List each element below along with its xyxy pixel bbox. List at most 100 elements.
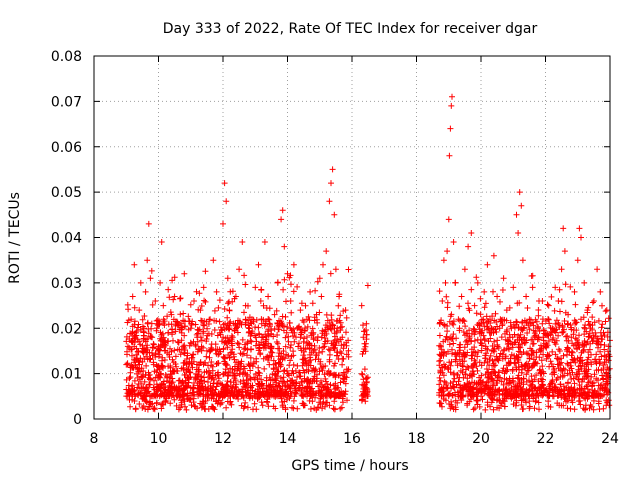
- data-point: [265, 403, 272, 410]
- data-point: [150, 361, 157, 368]
- data-point: [260, 302, 267, 309]
- data-point: [589, 322, 596, 329]
- data-point: [158, 401, 164, 408]
- data-point: [522, 396, 528, 402]
- data-point: [221, 370, 227, 377]
- data-point: [561, 318, 568, 324]
- data-point: [201, 360, 208, 366]
- data-point: [449, 93, 455, 100]
- data-point: [215, 375, 222, 382]
- data-point: [345, 347, 352, 354]
- data-point: [454, 371, 461, 378]
- data-point: [298, 300, 305, 307]
- data-point: [486, 362, 493, 369]
- data-point: [520, 381, 527, 388]
- data-point: [166, 294, 173, 301]
- data-point: [319, 327, 326, 334]
- data-point: [584, 307, 591, 314]
- data-point: [499, 355, 506, 362]
- data-point: [587, 325, 594, 332]
- data-point: [440, 338, 447, 345]
- data-point: [213, 350, 220, 357]
- data-point: [474, 336, 481, 343]
- data-point: [602, 384, 609, 391]
- data-point: [526, 316, 533, 323]
- data-point: [257, 298, 264, 304]
- data-point: [144, 257, 151, 264]
- data-point: [290, 397, 297, 404]
- data-point: [321, 371, 328, 378]
- data-point: [275, 345, 281, 352]
- data-point: [557, 308, 563, 315]
- data-point: [177, 295, 183, 302]
- data-point: [172, 353, 179, 360]
- data-point: [293, 334, 299, 341]
- data-point: [449, 392, 456, 399]
- data-point: [317, 391, 324, 398]
- data-point: [598, 353, 605, 360]
- data-point: [500, 381, 507, 388]
- data-point: [586, 330, 593, 337]
- data-point: [473, 274, 480, 281]
- data-point: [466, 384, 473, 390]
- data-point: [187, 325, 194, 332]
- data-point: [215, 304, 222, 311]
- data-point: [169, 379, 176, 386]
- data-point: [551, 371, 558, 378]
- data-point: [480, 319, 487, 326]
- data-point: [564, 380, 571, 387]
- data-point: [510, 284, 517, 291]
- data-point: [332, 266, 339, 273]
- data-point: [201, 318, 208, 325]
- data-point: [481, 385, 488, 391]
- data-point: [344, 368, 351, 375]
- data-point: [531, 361, 538, 368]
- data-point: [178, 397, 184, 404]
- data-point: [273, 364, 280, 371]
- data-point: [599, 372, 606, 379]
- data-point: [499, 287, 506, 293]
- data-point: [522, 365, 529, 372]
- data-point: [533, 318, 540, 325]
- data-point: [449, 346, 455, 353]
- data-point: [135, 368, 142, 375]
- data-point: [559, 367, 566, 374]
- data-point: [165, 387, 172, 394]
- data-point: [279, 383, 286, 390]
- data-point: [198, 347, 205, 354]
- data-point: [136, 338, 143, 345]
- data-point: [546, 383, 553, 390]
- data-point: [538, 370, 545, 377]
- data-point: [180, 343, 187, 350]
- data-point: [326, 320, 333, 326]
- data-point: [198, 303, 205, 309]
- data-point: [535, 312, 542, 319]
- data-point: [462, 323, 469, 330]
- data-point: [149, 334, 156, 341]
- data-point: [595, 344, 601, 351]
- data-point: [211, 307, 218, 314]
- data-point: [161, 339, 168, 346]
- data-point: [132, 333, 138, 340]
- data-point: [468, 286, 475, 293]
- data-point: [144, 342, 151, 349]
- data-point: [490, 347, 497, 354]
- data-point: [185, 379, 192, 386]
- data-point: [360, 376, 367, 383]
- data-point: [334, 317, 341, 324]
- data-point: [137, 341, 144, 348]
- data-point: [139, 316, 146, 323]
- data-point: [343, 314, 350, 321]
- data-point: [287, 357, 294, 364]
- data-point: [216, 297, 223, 304]
- data-point: [571, 317, 578, 324]
- data-point: [205, 379, 211, 385]
- data-point: [268, 343, 275, 350]
- data-point: [362, 343, 369, 350]
- data-point: [283, 396, 290, 403]
- data-point: [300, 345, 307, 352]
- data-point: [187, 301, 194, 308]
- data-point: [594, 266, 601, 273]
- data-point: [230, 320, 237, 327]
- data-point: [268, 387, 275, 394]
